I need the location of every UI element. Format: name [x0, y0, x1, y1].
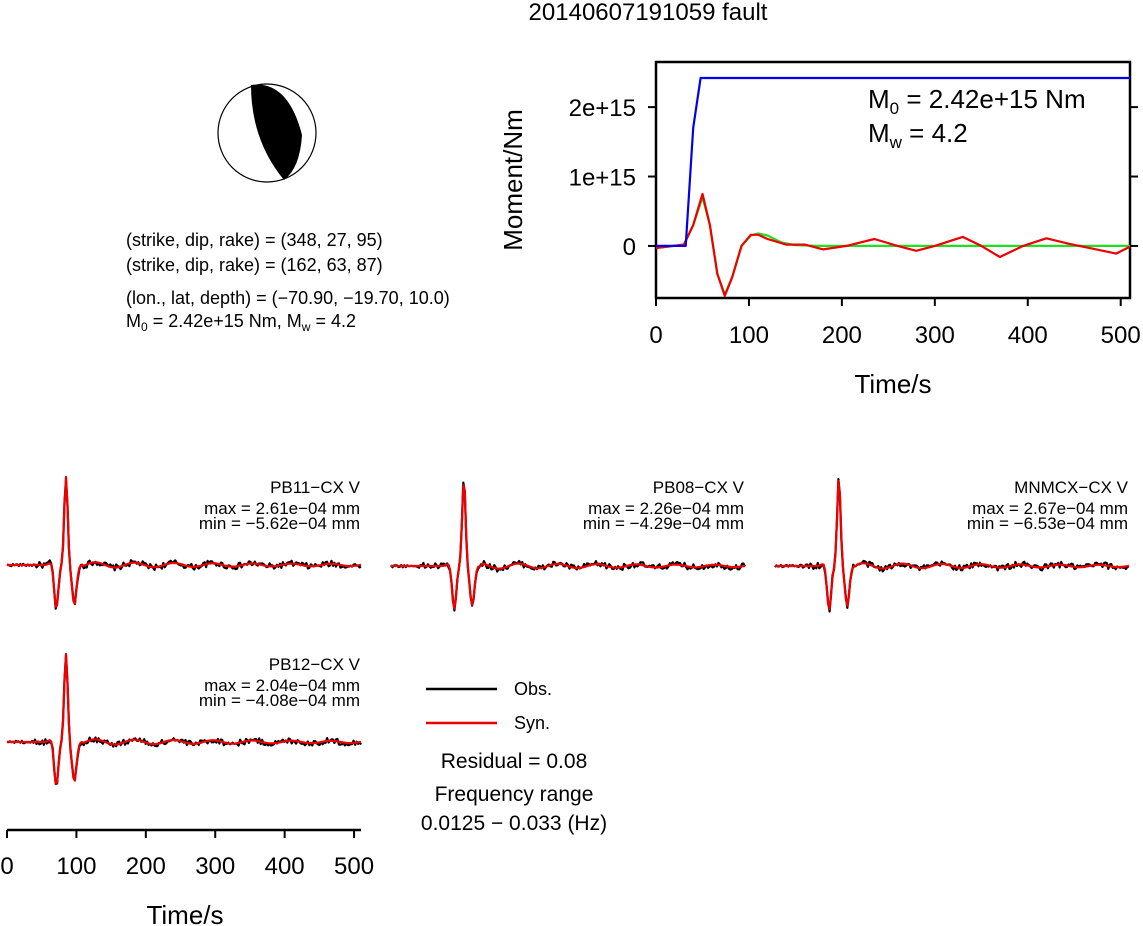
station-name: MNMCX−CX V	[1014, 478, 1128, 497]
moment-ytick-label: 0	[623, 234, 636, 261]
moment-rate-green-line	[655, 196, 1130, 296]
waveform-traces	[6, 475, 362, 610]
location-line: (lon., lat, depth) = (−70.90, −19.70, 10…	[126, 288, 450, 308]
magnitude-line: M0 = 2.42e+15 Nm, Mw = 4.2	[126, 311, 356, 334]
moment-xtick-label: 0	[649, 322, 662, 349]
waveform-xtick-label: 400	[265, 853, 305, 880]
station-min: min = −4.08e−04 mm	[199, 691, 360, 710]
moment-xtick-label: 400	[1008, 322, 1048, 349]
waveform-panel-pb08: PB08−CX V max = 2.26e−04 mm min = −4.29e…	[390, 478, 746, 612]
mechanism-line-2: (strike, dip, rake) = (162, 63, 87)	[126, 255, 383, 275]
station-min: min = −4.29e−04 mm	[583, 514, 744, 533]
moment-series	[655, 76, 1131, 297]
beachball	[217, 83, 317, 183]
moment-xtick-label: 300	[915, 322, 955, 349]
waveform-panel-pb11: PB11−CX V max = 2.61e−04 mm min = −5.62e…	[6, 475, 362, 610]
observed-trace	[6, 654, 362, 786]
legend-syn-label: Syn.	[514, 713, 550, 733]
synthetic-trace	[7, 475, 362, 608]
residual-text: Residual = 0.08	[441, 750, 588, 773]
waveform-xtick-label: 300	[195, 853, 235, 880]
waveform-xtick-label: 200	[126, 853, 166, 880]
moment-xtick-label: 500	[1101, 322, 1141, 349]
synthetic-trace	[7, 652, 362, 785]
frequency-range-label: Frequency range	[435, 783, 594, 806]
legend-obs-label: Obs.	[514, 679, 552, 699]
moment-plot: 0 1e+15 2e+15 0 100 200 300 400 500 Moment/Nm Ti…	[498, 60, 1141, 399]
station-name: PB12−CX V	[269, 655, 361, 674]
station-max: max = 2.04e−04 mm	[204, 676, 360, 695]
synthetic-trace	[391, 484, 746, 610]
moment-xlabel: Time/s	[854, 369, 931, 399]
moment-ylabel: Moment/Nm	[498, 109, 528, 251]
moment-annotation-mw: Mw = 4.2	[868, 118, 968, 152]
moment-plot-frame	[654, 60, 1132, 300]
moment-annotation-m0: M0 = 2.42e+15 Nm	[868, 84, 1086, 118]
legend: Obs. Syn.	[426, 679, 552, 733]
station-name: PB11−CX V	[270, 478, 361, 497]
waveform-traces	[390, 481, 746, 612]
moment-rate-red-line	[655, 192, 1131, 297]
beachball-compressional-lobe	[251, 84, 302, 180]
waveform-panel-pb12: PB12−CX V max = 2.04e−04 mm min = −4.08e…	[6, 652, 362, 786]
mechanism-info: (strike, dip, rake) = (348, 27, 95) (str…	[126, 230, 450, 334]
waveform-xlabel: Time/s	[146, 900, 223, 926]
moment-cumulative-line	[656, 76, 1130, 247]
synthetic-trace	[775, 479, 1130, 611]
station-max: max = 2.67e−04 mm	[972, 499, 1128, 518]
moment-axis-ticks: 0 1e+15 2e+15 0 100 200 300 400 500	[569, 95, 1141, 349]
mechanism-line-1: (strike, dip, rake) = (348, 27, 95)	[126, 230, 383, 250]
waveform-axis-ticks: 0 100 200 300 400 500	[0, 830, 374, 880]
moment-ytick-label: 2e+15	[569, 95, 636, 122]
frequency-range-value: 0.0125 − 0.033 (Hz)	[421, 812, 607, 835]
station-max: max = 2.61e−04 mm	[204, 499, 360, 518]
station-min: min = −6.53e−04 mm	[967, 514, 1128, 533]
waveform-time-axis: 0 100 200 300 400 500 Time/s	[0, 828, 374, 926]
waveform-xtick-label: 0	[0, 853, 13, 880]
waveform-traces	[774, 478, 1130, 613]
moment-xtick-label: 200	[822, 322, 862, 349]
station-min: min = −5.62e−04 mm	[199, 514, 360, 533]
page-title: 20140607191059 fault	[529, 0, 768, 26]
moment-ytick-label: 1e+15	[569, 165, 636, 192]
waveform-xtick-label: 100	[56, 853, 96, 880]
waveform-xtick-label: 500	[334, 853, 374, 880]
waveform-traces	[6, 652, 362, 786]
station-name: PB08−CX V	[653, 478, 745, 497]
station-max: max = 2.26e−04 mm	[588, 499, 744, 518]
moment-xtick-label: 100	[729, 322, 769, 349]
waveform-panel-mnmcx: MNMCX−CX V max = 2.67e−04 mm min = −6.53…	[774, 478, 1130, 613]
